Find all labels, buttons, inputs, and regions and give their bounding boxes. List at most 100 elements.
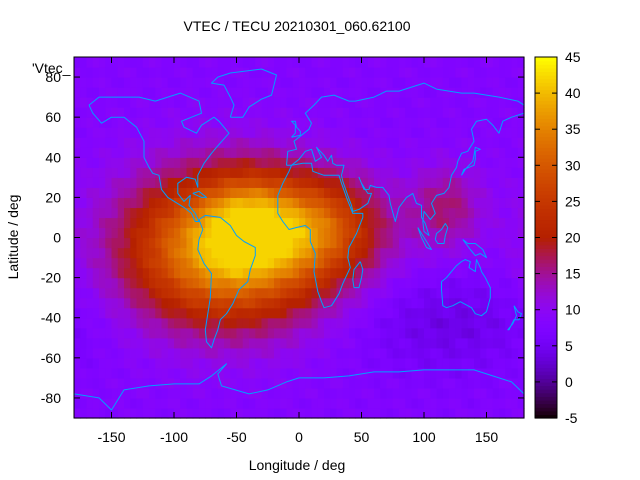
colorbar-segment <box>535 176 557 181</box>
heatmap-cell <box>80 377 88 389</box>
heatmap-cell <box>342 307 350 319</box>
heatmap-cell <box>167 327 175 339</box>
heatmap-cell <box>105 227 113 239</box>
heatmap-cell <box>392 197 400 209</box>
heatmap-cell <box>217 267 225 279</box>
heatmap-cell <box>224 267 231 279</box>
heatmap-cell <box>74 177 81 188</box>
heatmap-cell <box>499 327 506 339</box>
heatmap-cell <box>411 387 419 399</box>
heatmap-cell <box>367 287 375 299</box>
colorbar-segment <box>535 410 557 415</box>
heatmap-cell <box>286 67 294 78</box>
heatmap-cell <box>242 167 250 178</box>
colorbar-segment <box>535 194 557 199</box>
heatmap-cell <box>136 207 144 219</box>
heatmap-cell <box>124 247 131 259</box>
heatmap-cell <box>92 347 100 359</box>
heatmap-cell <box>480 97 488 108</box>
heatmap-cell <box>442 327 450 339</box>
heatmap-cell <box>467 127 475 138</box>
heatmap-cell <box>217 247 225 259</box>
heatmap-cell <box>499 397 506 409</box>
heatmap-cell <box>349 387 356 399</box>
heatmap-cell <box>111 187 119 198</box>
heatmap-cell <box>186 107 194 118</box>
heatmap-cell <box>211 97 219 108</box>
heatmap-cell <box>149 217 156 229</box>
heatmap-cell <box>511 107 519 118</box>
heatmap-cell <box>299 327 306 339</box>
heatmap-cell <box>405 307 413 319</box>
heatmap-cell <box>461 317 469 329</box>
heatmap-cell <box>324 67 331 78</box>
heatmap-cell <box>111 307 119 319</box>
heatmap-cell <box>192 277 200 289</box>
heatmap-cell <box>286 117 294 128</box>
heatmap-cell <box>324 387 331 399</box>
heatmap-cell <box>180 97 188 108</box>
heatmap-cell <box>80 387 88 399</box>
heatmap-cell <box>205 197 213 209</box>
heatmap-cell <box>511 217 519 229</box>
heatmap-cell <box>242 67 250 78</box>
heatmap-cell <box>80 217 88 229</box>
heatmap-cell <box>311 347 319 359</box>
heatmap-cell <box>92 177 100 188</box>
heatmap-cell <box>205 207 213 219</box>
heatmap-cell <box>142 277 150 289</box>
heatmap-cell <box>336 147 344 158</box>
heatmap-cell <box>280 87 288 98</box>
heatmap-cell <box>192 87 200 98</box>
heatmap-cell <box>124 257 131 269</box>
heatmap-cell <box>111 207 119 219</box>
heatmap-cell <box>299 87 306 98</box>
heatmap-cell <box>305 197 313 209</box>
heatmap-cell <box>442 97 450 108</box>
heatmap-cell <box>142 167 150 178</box>
heatmap-cell <box>236 157 244 168</box>
heatmap-cell <box>105 347 113 359</box>
heatmap-cell <box>442 357 450 369</box>
heatmap-cell <box>361 57 369 68</box>
heatmap-cell <box>386 107 394 118</box>
heatmap-cell <box>511 337 519 349</box>
heatmap-cell <box>242 297 250 309</box>
colorbar-segment <box>535 266 557 271</box>
heatmap-cell <box>442 307 450 319</box>
heatmap-cell <box>311 137 319 148</box>
heatmap-cell <box>392 277 400 289</box>
heatmap-cell <box>342 187 350 198</box>
heatmap-cell <box>399 127 406 138</box>
heatmap-cell <box>174 237 181 249</box>
heatmap-cell <box>336 297 344 309</box>
heatmap-cell <box>430 137 438 148</box>
coastline-path <box>277 162 364 309</box>
heatmap-cell <box>292 157 300 168</box>
heatmap-cell <box>99 77 106 88</box>
heatmap-cell <box>217 117 225 128</box>
heatmap-cell <box>142 197 150 209</box>
heatmap-cell <box>499 267 506 279</box>
heatmap-cell <box>355 197 363 209</box>
heatmap-cell <box>430 367 438 379</box>
heatmap-cell <box>255 57 263 68</box>
heatmap-cell <box>324 197 331 209</box>
heatmap-cell <box>142 397 150 409</box>
heatmap-cell <box>424 407 431 419</box>
heatmap-cell <box>349 87 356 98</box>
heatmap-cell <box>86 367 94 379</box>
heatmap-cell <box>505 157 513 168</box>
heatmap-cell <box>249 147 256 158</box>
heatmap-cell <box>142 227 150 239</box>
heatmap-cell <box>355 367 363 379</box>
heatmap-cell <box>324 337 331 349</box>
heatmap-cell <box>186 97 194 108</box>
heatmap-cell <box>180 387 188 399</box>
heatmap-cell <box>517 177 525 188</box>
heatmap-cell <box>142 187 150 198</box>
heatmap-cell <box>167 277 175 289</box>
heatmap-cell <box>211 167 219 178</box>
heatmap-cell <box>111 227 119 239</box>
heatmap-cell <box>517 57 525 68</box>
